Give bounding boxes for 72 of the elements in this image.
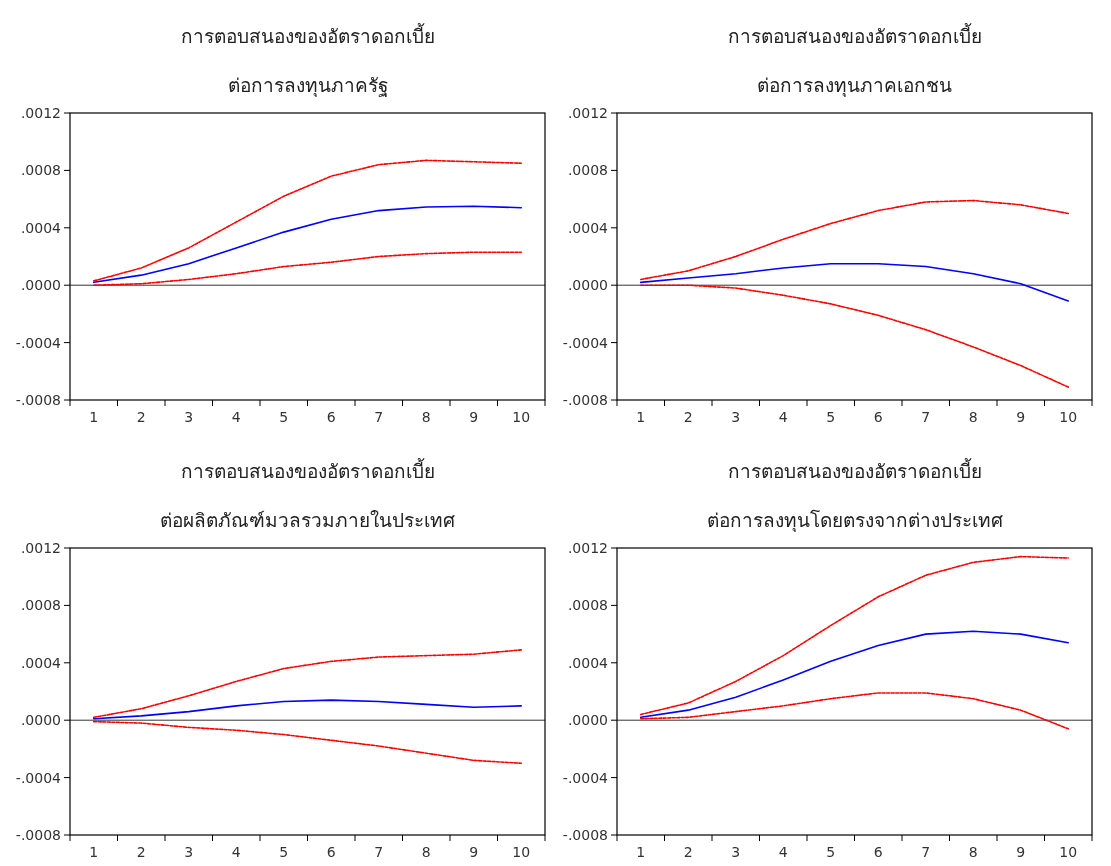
x-tick-label: 6 bbox=[873, 844, 883, 860]
y-tick-label: -.0004 bbox=[15, 769, 62, 786]
x-tick-label: 2 bbox=[136, 844, 146, 860]
x-tick-label: 7 bbox=[921, 844, 931, 860]
x-tick-label: 4 bbox=[231, 409, 241, 425]
y-tick-label: .0004 bbox=[567, 219, 609, 236]
x-tick-label: 3 bbox=[731, 844, 741, 860]
y-tick-label: .0004 bbox=[20, 219, 62, 236]
chart-title: การตอบสนองของอัตราดอกเบี้ย bbox=[727, 458, 982, 482]
chart-title: การตอบสนองของอัตราดอกเบี้ย bbox=[727, 23, 982, 47]
y-tick-label: -.0004 bbox=[562, 334, 609, 351]
x-tick-label: 9 bbox=[469, 844, 479, 860]
y-tick-label: -.0004 bbox=[562, 769, 609, 786]
x-tick-label: 3 bbox=[184, 844, 194, 860]
x-tick-label: 9 bbox=[1016, 409, 1026, 425]
y-tick-label: .0000 bbox=[20, 712, 61, 729]
x-tick-label: 6 bbox=[326, 409, 336, 425]
chart-subtitle: ต่อการลงทุนโดยตรงจากต่างประเทศ bbox=[706, 509, 1003, 533]
y-tick-label: .0012 bbox=[20, 539, 61, 556]
x-tick-label: 3 bbox=[731, 409, 741, 425]
y-tick-label: .0000 bbox=[20, 277, 61, 294]
y-tick-label: -.0008 bbox=[15, 391, 61, 408]
x-tick-label: 10 bbox=[512, 409, 531, 425]
x-tick-label: 10 bbox=[1059, 409, 1078, 425]
y-tick-label: -.0008 bbox=[15, 826, 61, 843]
y-tick-label: .0012 bbox=[567, 539, 608, 556]
x-tick-label: 4 bbox=[778, 844, 788, 860]
x-tick-label: 2 bbox=[683, 409, 693, 425]
x-tick-label: 3 bbox=[184, 409, 194, 425]
chart-title: การตอบสนองของอัตราดอกเบี้ย bbox=[180, 458, 435, 482]
x-tick-label: 1 bbox=[89, 844, 99, 860]
x-tick-label: 6 bbox=[873, 409, 883, 425]
x-tick-label: 6 bbox=[326, 844, 336, 860]
x-tick-label: 5 bbox=[826, 409, 836, 425]
x-tick-label: 2 bbox=[136, 409, 146, 425]
y-tick-label: .0000 bbox=[567, 712, 608, 729]
y-tick-label: .0008 bbox=[20, 162, 61, 179]
x-tick-label: 8 bbox=[968, 409, 978, 425]
x-tick-label: 2 bbox=[683, 844, 693, 860]
y-tick-label: .0012 bbox=[567, 104, 608, 121]
x-tick-label: 7 bbox=[374, 409, 384, 425]
y-tick-label: .0008 bbox=[567, 597, 608, 614]
x-tick-label: 10 bbox=[512, 844, 531, 860]
x-tick-label: 4 bbox=[778, 409, 788, 425]
x-tick-label: 8 bbox=[421, 409, 431, 425]
x-tick-label: 1 bbox=[89, 409, 99, 425]
x-tick-label: 9 bbox=[469, 409, 479, 425]
y-tick-label: .0008 bbox=[567, 162, 608, 179]
chart-subtitle: ต่อการลงทุนภาครัฐ bbox=[227, 74, 388, 98]
y-tick-label: -.0008 bbox=[562, 826, 608, 843]
x-tick-label: 4 bbox=[231, 844, 241, 860]
chart-subtitle: ต่อผลิตภัณฑ์มวลรวมภายในประเทศ bbox=[160, 509, 455, 531]
y-tick-label: -.0004 bbox=[15, 334, 62, 351]
x-tick-label: 1 bbox=[636, 409, 646, 425]
x-tick-label: 8 bbox=[421, 844, 431, 860]
x-tick-label: 7 bbox=[921, 409, 931, 425]
chart-subtitle: ต่อการลงทุนภาคเอกชน bbox=[757, 74, 952, 98]
y-tick-label: -.0008 bbox=[562, 391, 608, 408]
x-tick-label: 5 bbox=[279, 409, 289, 425]
x-tick-label: 5 bbox=[279, 844, 289, 860]
y-tick-label: .0008 bbox=[20, 597, 61, 614]
y-tick-label: .0004 bbox=[20, 654, 62, 671]
x-tick-label: 1 bbox=[636, 844, 646, 860]
y-tick-label: .0000 bbox=[567, 277, 608, 294]
y-tick-label: .0004 bbox=[567, 654, 609, 671]
x-tick-label: 9 bbox=[1016, 844, 1026, 860]
x-tick-label: 10 bbox=[1059, 844, 1078, 860]
x-tick-label: 8 bbox=[968, 844, 978, 860]
x-tick-label: 7 bbox=[374, 844, 384, 860]
chart-title: การตอบสนองของอัตราดอกเบี้ย bbox=[180, 23, 435, 47]
x-tick-label: 5 bbox=[826, 844, 836, 860]
y-tick-label: .0012 bbox=[20, 104, 61, 121]
